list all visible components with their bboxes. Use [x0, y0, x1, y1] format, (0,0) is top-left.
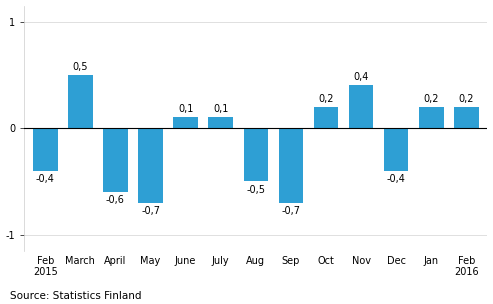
Text: 0,5: 0,5 — [72, 62, 88, 72]
Text: 0,2: 0,2 — [318, 94, 334, 104]
Bar — [33, 128, 58, 171]
Bar — [419, 107, 444, 128]
Text: Source: Statistics Finland: Source: Statistics Finland — [10, 291, 141, 301]
Text: -0,4: -0,4 — [387, 174, 406, 184]
Bar — [174, 117, 198, 128]
Bar — [103, 128, 128, 192]
Text: -0,5: -0,5 — [246, 185, 265, 195]
Text: -0,4: -0,4 — [36, 174, 55, 184]
Text: 0,2: 0,2 — [423, 94, 439, 104]
Text: -0,7: -0,7 — [141, 206, 160, 216]
Bar — [209, 117, 233, 128]
Text: 0,4: 0,4 — [353, 72, 369, 82]
Bar — [68, 75, 93, 128]
Text: -0,6: -0,6 — [106, 195, 125, 205]
Bar — [244, 128, 268, 181]
Bar — [279, 128, 303, 203]
Text: -0,7: -0,7 — [282, 206, 300, 216]
Bar — [314, 107, 338, 128]
Text: 0,1: 0,1 — [213, 104, 228, 114]
Bar — [384, 128, 409, 171]
Text: 0,1: 0,1 — [178, 104, 193, 114]
Bar — [454, 107, 479, 128]
Bar — [138, 128, 163, 203]
Text: 0,2: 0,2 — [458, 94, 474, 104]
Bar — [349, 85, 373, 128]
